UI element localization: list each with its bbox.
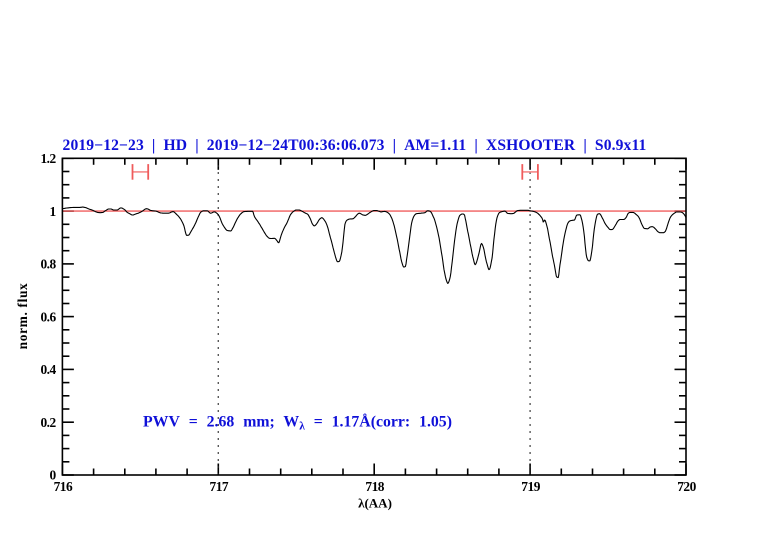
svg-text:PWV = 2.68 mm; Wλ = 1.17: PWV = 2.68 mm; Wλ = 1.17Å(corr: 1.05): [143, 413, 452, 433]
svg-text:1: 1: [49, 204, 55, 219]
svg-text:718: 718: [365, 479, 384, 494]
svg-text:0.2: 0.2: [40, 415, 56, 430]
svg-text:0.8: 0.8: [40, 257, 56, 272]
svg-text:717: 717: [210, 479, 229, 494]
svg-text:1.2: 1.2: [40, 151, 56, 166]
svg-text:720: 720: [677, 479, 696, 494]
svg-text:norm. flux: norm. flux: [15, 283, 30, 350]
svg-text:2019−12−23 | HD | 2019−12−: 2019−12−23 | HD | 2019−12−24T00:36:06.07…: [63, 137, 647, 154]
svg-text:719: 719: [521, 479, 540, 494]
svg-text:716: 716: [54, 479, 73, 494]
svg-text:0: 0: [49, 468, 56, 483]
svg-text:λ(AA): λ(AA): [358, 496, 392, 511]
svg-text:0.6: 0.6: [40, 309, 56, 324]
svg-text:0.4: 0.4: [40, 362, 56, 377]
